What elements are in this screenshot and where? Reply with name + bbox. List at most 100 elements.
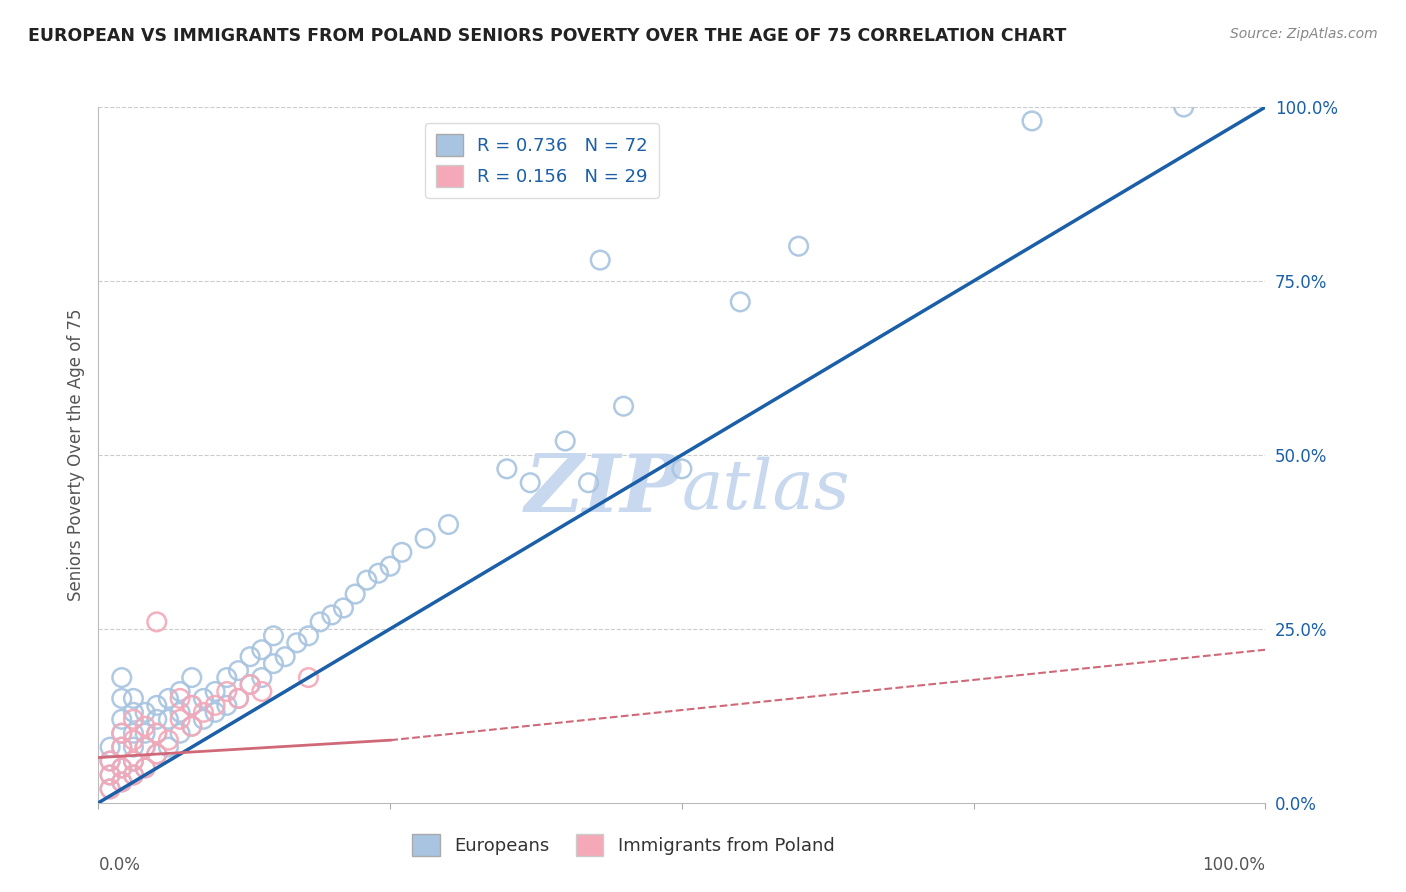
Point — [146, 747, 169, 761]
Point — [262, 629, 284, 643]
Point — [589, 253, 612, 268]
Point — [215, 684, 238, 698]
Point — [98, 754, 121, 768]
Point — [111, 691, 134, 706]
Point — [321, 607, 343, 622]
Point — [250, 671, 273, 685]
Point — [204, 698, 226, 713]
Point — [239, 649, 262, 664]
Point — [146, 615, 169, 629]
Point — [413, 532, 436, 546]
Point — [111, 775, 134, 789]
Point — [578, 475, 600, 490]
Point — [122, 733, 145, 747]
Point — [134, 719, 156, 733]
Point — [134, 761, 156, 775]
Text: 0.0%: 0.0% — [98, 855, 141, 873]
Point — [122, 754, 145, 768]
Point — [98, 754, 121, 768]
Point — [262, 657, 284, 671]
Text: EUROPEAN VS IMMIGRANTS FROM POLAND SENIORS POVERTY OVER THE AGE OF 75 CORRELATIO: EUROPEAN VS IMMIGRANTS FROM POLAND SENIO… — [28, 27, 1067, 45]
Point — [122, 740, 145, 755]
Point — [787, 239, 810, 253]
Point — [228, 664, 250, 678]
Point — [98, 781, 121, 796]
Point — [111, 761, 134, 775]
Point — [111, 775, 134, 789]
Point — [111, 712, 134, 726]
Point — [122, 768, 145, 782]
Point — [274, 649, 297, 664]
Point — [285, 636, 308, 650]
Point — [111, 740, 134, 755]
Point — [228, 691, 250, 706]
Point — [215, 698, 238, 713]
Text: 100.0%: 100.0% — [1202, 855, 1265, 873]
Point — [122, 768, 145, 782]
Point — [297, 671, 319, 685]
Point — [146, 726, 169, 740]
Point — [228, 691, 250, 706]
Point — [111, 740, 134, 755]
Point — [169, 691, 191, 706]
Point — [157, 733, 180, 747]
Point — [122, 691, 145, 706]
Point — [1173, 100, 1195, 114]
Point — [134, 761, 156, 775]
Point — [111, 726, 134, 740]
Point — [180, 698, 202, 713]
Point — [98, 768, 121, 782]
Point — [193, 712, 215, 726]
Point — [391, 545, 413, 559]
Point — [169, 684, 191, 698]
Point — [157, 691, 180, 706]
Point — [157, 740, 180, 755]
Point — [554, 434, 576, 448]
Point — [111, 671, 134, 685]
Point — [122, 754, 145, 768]
Point — [98, 781, 121, 796]
Legend: Europeans, Immigrants from Poland: Europeans, Immigrants from Poland — [405, 827, 842, 863]
Point — [309, 615, 332, 629]
Point — [134, 740, 156, 755]
Point — [519, 475, 541, 490]
Text: Source: ZipAtlas.com: Source: ZipAtlas.com — [1230, 27, 1378, 41]
Point — [671, 462, 693, 476]
Point — [250, 642, 273, 657]
Text: atlas: atlas — [682, 457, 851, 523]
Point — [204, 684, 226, 698]
Point — [146, 698, 169, 713]
Point — [297, 629, 319, 643]
Point — [169, 706, 191, 720]
Point — [496, 462, 519, 476]
Point — [98, 768, 121, 782]
Point — [239, 677, 262, 691]
Point — [134, 726, 156, 740]
Point — [146, 726, 169, 740]
Point — [134, 706, 156, 720]
Point — [613, 399, 636, 413]
Point — [169, 712, 191, 726]
Point — [134, 740, 156, 755]
Point — [730, 294, 752, 309]
Point — [380, 559, 402, 574]
Point — [193, 691, 215, 706]
Point — [146, 747, 169, 761]
Point — [180, 719, 202, 733]
Point — [146, 712, 169, 726]
Point — [111, 761, 134, 775]
Point — [215, 671, 238, 685]
Point — [193, 706, 215, 720]
Point — [98, 740, 121, 755]
Point — [250, 684, 273, 698]
Point — [122, 726, 145, 740]
Point — [169, 726, 191, 740]
Point — [204, 706, 226, 720]
Point — [332, 601, 354, 615]
Point — [437, 517, 460, 532]
Point — [356, 573, 378, 587]
Point — [239, 677, 262, 691]
Point — [111, 726, 134, 740]
Point — [180, 671, 202, 685]
Point — [180, 719, 202, 733]
